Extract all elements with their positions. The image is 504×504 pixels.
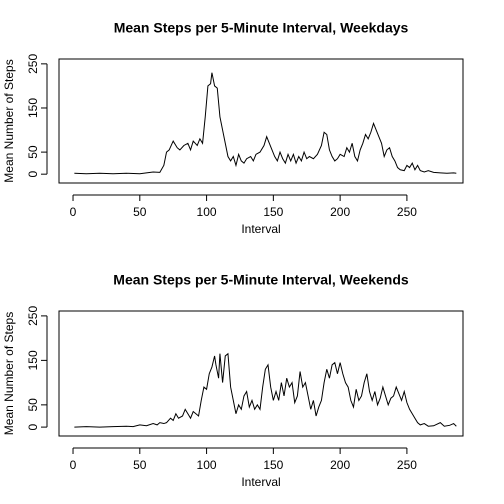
y-axis-label: Mean Number of Steps (2, 59, 16, 182)
x-tick-label: 150 (263, 205, 283, 219)
chart-title: Mean Steps per 5-Minute Interval, Weekda… (114, 20, 409, 36)
data-line (74, 352, 457, 428)
x-tick-label: 0 (70, 205, 77, 219)
x-tick-label: 50 (133, 205, 147, 219)
x-axis-label: Interval (241, 475, 280, 489)
x-tick-label: 100 (197, 458, 217, 472)
y-tick-label: 0 (26, 423, 40, 430)
x-tick-label: 150 (263, 458, 283, 472)
x-tick-label: 250 (397, 458, 417, 472)
y-tick-label: 150 (26, 350, 40, 370)
chart-title: Mean Steps per 5-Minute Interval, Weeken… (113, 272, 409, 288)
plot-box (58, 58, 464, 184)
y-tick-label: 250 (26, 54, 40, 74)
y-tick-label: 150 (26, 98, 40, 118)
y-axis-label: Mean Number of Steps (2, 312, 16, 435)
data-line (74, 72, 457, 175)
y-tick-label: 250 (26, 306, 40, 326)
x-tick-label: 200 (330, 205, 350, 219)
x-axis-label: Interval (241, 222, 280, 236)
x-tick-label: 250 (397, 205, 417, 219)
y-tick-label: 50 (26, 145, 40, 159)
plot-box (58, 310, 464, 437)
x-tick-label: 50 (133, 458, 147, 472)
x-tick-label: 200 (330, 458, 350, 472)
x-tick-label: 100 (197, 205, 217, 219)
y-tick-label: 0 (26, 171, 40, 178)
y-tick-label: 50 (26, 398, 40, 412)
x-tick-label: 0 (70, 458, 77, 472)
